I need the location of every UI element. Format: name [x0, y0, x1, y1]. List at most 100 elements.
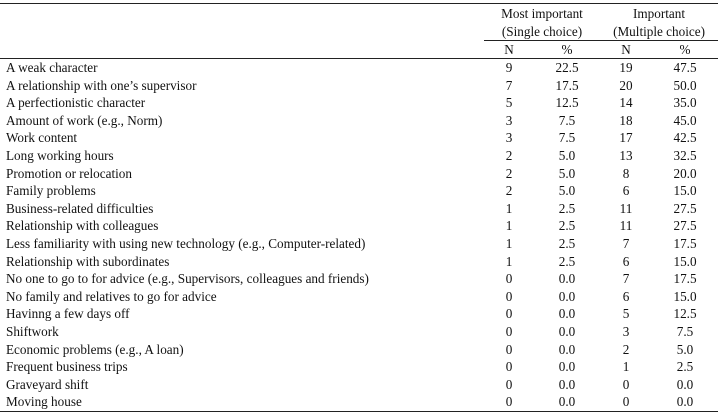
cell-pct-important: 27.5: [673, 200, 697, 216]
cell-pct-most: 2.5: [558, 253, 576, 269]
cell-pct-important: 0.0: [676, 376, 694, 392]
cell-n-most: 0: [505, 271, 513, 287]
row-label: Business-related difficulties: [6, 200, 154, 216]
cell-pct-most: 0.0: [558, 288, 576, 304]
row-label: Shiftwork: [6, 323, 59, 339]
row-label: Family problems: [6, 183, 96, 199]
cell-n-important: 2: [622, 341, 630, 357]
row-label: Amount of work (e.g., Norm): [6, 112, 163, 128]
table-row: Relationship with colleagues 1 2.5 11 27.5: [0, 217, 718, 235]
cell-n-important: 3: [622, 323, 630, 339]
table-row: Business-related difficulties 1 2.5 11 27.5: [0, 200, 718, 218]
cell-pct-most: 0.0: [558, 306, 576, 322]
table-row: A weak character 9 22.5 19 47.5: [0, 59, 718, 77]
cell-pct-important: 7.5: [676, 323, 694, 339]
row-label: A weak character: [6, 60, 98, 75]
cell-pct-most: 5.0: [558, 183, 576, 199]
row-label: Graveyard shift: [6, 376, 89, 392]
row-label: Frequent business trips: [6, 359, 128, 375]
cell-pct-most: 0.0: [558, 271, 576, 287]
cell-n-important: 6: [622, 288, 630, 304]
row-label: Relationship with colleagues: [6, 218, 159, 234]
cell-pct-important: 20.0: [673, 165, 697, 181]
row-label: Economic problems (e.g., A loan): [6, 341, 184, 357]
cell-n-important: 19: [619, 60, 633, 75]
cell-pct-important: 50.0: [673, 77, 697, 93]
cell-n-most: 9: [505, 60, 513, 75]
table-row: A relationship with one’s supervisor 7 17.…: [0, 77, 718, 95]
cell-pct-most: 0.0: [534, 393, 601, 412]
cell-n-important: 11: [619, 200, 633, 216]
cell-pct-important: 47.5: [673, 60, 697, 75]
cell-n-most: 7: [505, 77, 513, 93]
cell-n-most: 0: [505, 376, 513, 392]
table-row: No family and relatives to go for advice…: [0, 288, 718, 306]
table-row: Less familiarity with using new technolo…: [0, 235, 718, 253]
cell-n-most: 2: [505, 183, 513, 199]
cell-pct-most: 22.5: [555, 60, 579, 75]
cell-n-most: 1: [505, 200, 513, 216]
header-blank: [0, 3, 484, 22]
stress-factors-table: Most important Important (Single choice)…: [0, 3, 719, 412]
cell-n-important: 8: [622, 165, 630, 181]
table-row: Amount of work (e.g., Norm) 3 7.5 18 45.0: [0, 112, 718, 130]
table-row: Relationship with subordinates 1 2.5 6 15.0: [0, 253, 718, 271]
header-n-important: N: [600, 40, 653, 59]
cell-pct-most: 2.5: [558, 218, 576, 234]
cell-pct-important: 17.5: [673, 271, 697, 287]
table-body: A weak character 9 22.5 19 47.5 A relationshi…: [0, 59, 719, 412]
cell-pct-important: 12.5: [673, 306, 697, 322]
row-label: A perfectionistic character: [6, 95, 146, 111]
header-single-choice: (Single choice): [484, 22, 601, 41]
row-label: Less familiarity with using new technolo…: [6, 235, 366, 251]
table-row: No one to go to for advice (e.g., Superv…: [0, 270, 718, 288]
cell-pct-most: 7.5: [558, 112, 576, 128]
cell-pct-important: 0.0: [652, 393, 719, 412]
cell-pct-most: 0.0: [558, 376, 576, 392]
cell-n-important: 17: [619, 130, 633, 146]
cell-n-important: 0: [622, 376, 630, 392]
cell-pct-important: 35.0: [673, 95, 697, 111]
cell-n-most: 1: [505, 235, 513, 251]
cell-n-most: 0: [484, 393, 534, 412]
row-label: Long working hours: [6, 147, 114, 163]
cell-pct-most: 17.5: [555, 77, 579, 93]
cell-n-most: 2: [505, 165, 513, 181]
cell-n-most: 0: [505, 323, 513, 339]
cell-n-important: 5: [622, 306, 630, 322]
cell-n-most: 0: [505, 341, 513, 357]
cell-pct-most: 5.0: [558, 147, 576, 163]
cell-pct-important: 5.0: [676, 341, 694, 357]
cell-pct-most: 12.5: [555, 95, 579, 111]
table-row: Moving house 0 0.0 0 0.0: [0, 393, 719, 412]
cell-pct-most: 0.0: [558, 323, 576, 339]
cell-n-important: 7: [622, 235, 630, 251]
cell-pct-important: 32.5: [673, 147, 697, 163]
row-label: No family and relatives to go for advice: [6, 288, 217, 304]
cell-n-most: 0: [505, 288, 513, 304]
cell-n-most: 1: [505, 218, 513, 234]
cell-pct-most: 2.5: [558, 200, 576, 216]
cell-n-most: 2: [505, 147, 513, 163]
cell-pct-important: 15.0: [673, 288, 697, 304]
header-n-most: N: [484, 40, 534, 59]
row-label: Moving house: [0, 393, 484, 412]
row-label: Havinng a few days off: [6, 306, 130, 322]
cell-pct-most: 0.0: [558, 359, 576, 375]
cell-pct-most: 7.5: [558, 130, 576, 146]
header-important: Important: [600, 3, 719, 22]
table-row: Economic problems (e.g., A loan) 0 0.0 2 5.0: [0, 341, 718, 359]
row-label: Relationship with subordinates: [6, 253, 170, 269]
header-pct-important: %: [652, 40, 719, 59]
cell-n-most: 0: [505, 359, 513, 375]
row-label: Promotion or relocation: [6, 165, 132, 181]
table-row: A perfectionistic character 5 12.5 14 35.0: [0, 94, 718, 112]
cell-n-important: 13: [619, 147, 633, 163]
cell-pct-important: 45.0: [673, 112, 697, 128]
cell-n-important: 20: [619, 77, 633, 93]
header-blank: [0, 22, 484, 41]
cell-pct-important: 17.5: [673, 235, 697, 251]
cell-n-most: 5: [505, 95, 513, 111]
table-row: Long working hours 2 5.0 13 32.5: [0, 147, 718, 165]
